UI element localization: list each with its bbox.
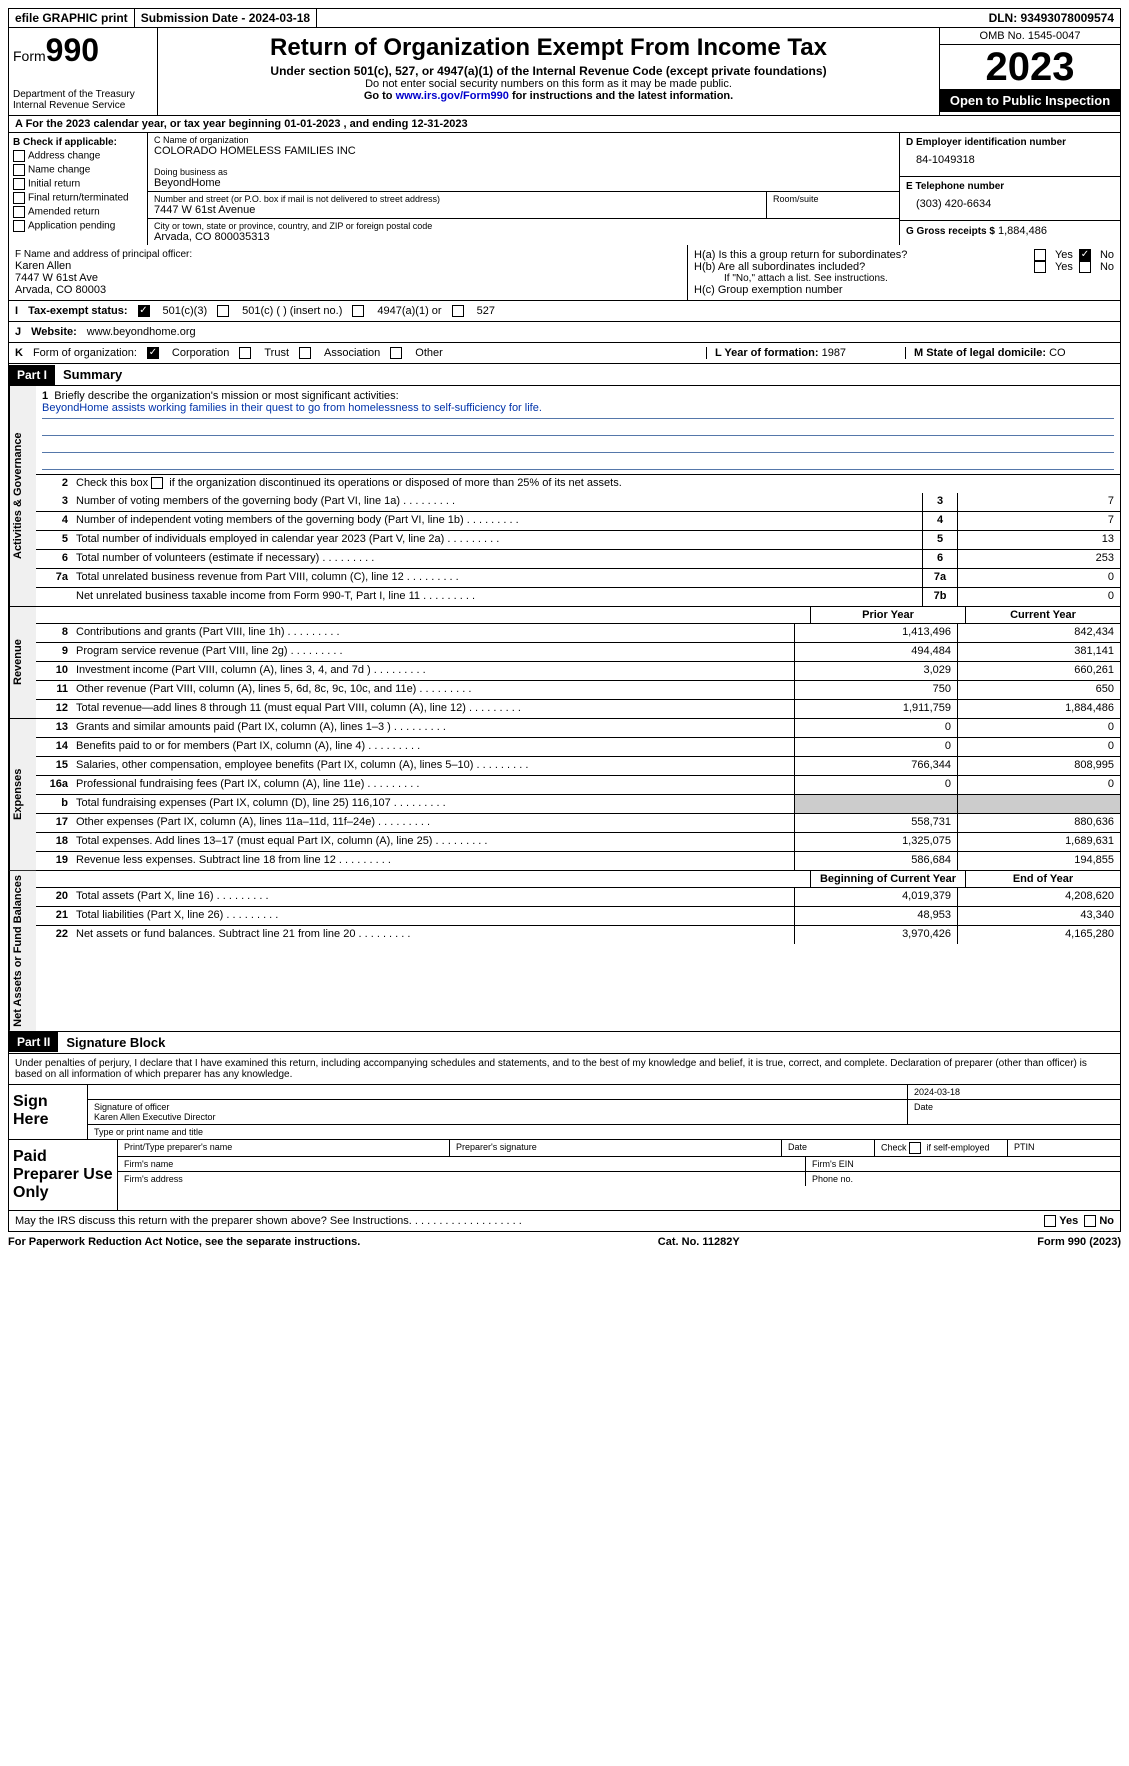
box-f-h: F Name and address of principal officer:… bbox=[8, 245, 1121, 301]
table-row: 3Number of voting members of the governi… bbox=[36, 493, 1120, 512]
table-row: 7aTotal unrelated business revenue from … bbox=[36, 569, 1120, 588]
website-url: www.beyondhome.org bbox=[87, 326, 196, 338]
checkbox-corporation[interactable]: ✓ bbox=[147, 347, 159, 359]
checkbox-self-employed[interactable] bbox=[909, 1142, 921, 1154]
year-formation: 1987 bbox=[822, 347, 846, 359]
checkbox-trust[interactable] bbox=[239, 347, 251, 359]
table-row: 8Contributions and grants (Part VIII, li… bbox=[36, 624, 1120, 643]
table-row: 13Grants and similar amounts paid (Part … bbox=[36, 719, 1120, 738]
part1-header: Part I Summary bbox=[8, 364, 1121, 386]
org-name: COLORADO HOMELESS FAMILIES INC bbox=[154, 145, 893, 157]
table-row: 16aProfessional fundraising fees (Part I… bbox=[36, 776, 1120, 795]
table-row: 11Other revenue (Part VIII, column (A), … bbox=[36, 681, 1120, 700]
signature-block: Under penalties of perjury, I declare th… bbox=[8, 1054, 1121, 1211]
table-row: 15Salaries, other compensation, employee… bbox=[36, 757, 1120, 776]
irs-link[interactable]: www.irs.gov/Form990 bbox=[396, 90, 509, 102]
irs-discuss-row: May the IRS discuss this return with the… bbox=[8, 1211, 1121, 1232]
dln: DLN: 93493078009574 bbox=[983, 9, 1120, 27]
ein: 84-1049318 bbox=[906, 148, 1114, 172]
checkbox-501c3[interactable]: ✓ bbox=[138, 305, 150, 317]
checkbox-other[interactable] bbox=[390, 347, 402, 359]
table-row: 9Program service revenue (Part VIII, lin… bbox=[36, 643, 1120, 662]
summary-revenue: Revenue Prior Year Current Year 8Contrib… bbox=[8, 607, 1121, 719]
table-row: 6Total number of volunteers (estimate if… bbox=[36, 550, 1120, 569]
tax-status-row: I Tax-exempt status: ✓501(c)(3) 501(c) (… bbox=[8, 301, 1121, 322]
city-state-zip: Arvada, CO 800035313 bbox=[154, 231, 893, 243]
officer-signature: Karen Allen Executive Director bbox=[94, 1112, 216, 1122]
table-row: 19Revenue less expenses. Subtract line 1… bbox=[36, 852, 1120, 870]
table-row: 22Net assets or fund balances. Subtract … bbox=[36, 926, 1120, 944]
ssn-notice: Do not enter social security numbers on … bbox=[162, 78, 935, 90]
checkbox-discuss-no[interactable] bbox=[1084, 1215, 1096, 1227]
telephone: (303) 420-6634 bbox=[906, 192, 1114, 216]
sign-date: 2024-03-18 bbox=[908, 1085, 1120, 1099]
table-row: 18Total expenses. Add lines 13–17 (must … bbox=[36, 833, 1120, 852]
checkbox-app-pending[interactable] bbox=[13, 220, 25, 232]
checkbox-ha-yes[interactable] bbox=[1034, 249, 1046, 261]
street-address: 7447 W 61st Avenue bbox=[154, 204, 760, 216]
form-footer-label: Form 990 (2023) bbox=[1037, 1236, 1121, 1248]
summary-net-assets: Net Assets or Fund Balances Beginning of… bbox=[8, 871, 1121, 1032]
dept-label: Department of the Treasury Internal Reve… bbox=[13, 89, 153, 111]
checkbox-4947[interactable] bbox=[352, 305, 364, 317]
dba-name: BeyondHome bbox=[154, 177, 893, 189]
box-b: B Check if applicable: Address change Na… bbox=[9, 133, 148, 245]
checkbox-amended[interactable] bbox=[13, 206, 25, 218]
checkbox-final-return[interactable] bbox=[13, 192, 25, 204]
table-row: 12Total revenue—add lines 8 through 11 (… bbox=[36, 700, 1120, 718]
checkbox-address-change[interactable] bbox=[13, 150, 25, 162]
identification-grid: B Check if applicable: Address change Na… bbox=[8, 133, 1121, 245]
checkbox-527[interactable] bbox=[452, 305, 464, 317]
tax-year: 2023 bbox=[940, 45, 1120, 89]
omb-number: OMB No. 1545-0047 bbox=[940, 28, 1120, 45]
table-row: 14Benefits paid to or for members (Part … bbox=[36, 738, 1120, 757]
form-subtitle: Under section 501(c), 527, or 4947(a)(1)… bbox=[162, 64, 935, 78]
checkbox-hb-yes[interactable] bbox=[1034, 261, 1046, 273]
page-footer: For Paperwork Reduction Act Notice, see … bbox=[8, 1232, 1121, 1252]
table-row: Net unrelated business taxable income fr… bbox=[36, 588, 1120, 606]
table-row: 20Total assets (Part X, line 16)4,019,37… bbox=[36, 888, 1120, 907]
officer-name: Karen Allen bbox=[15, 260, 681, 272]
checkbox-association[interactable] bbox=[299, 347, 311, 359]
checkbox-name-change[interactable] bbox=[13, 164, 25, 176]
checkbox-discuss-yes[interactable] bbox=[1044, 1215, 1056, 1227]
submission-date: Submission Date - 2024-03-18 bbox=[135, 9, 317, 27]
state-domicile: CO bbox=[1049, 347, 1066, 359]
checkbox-hb-no[interactable] bbox=[1079, 261, 1091, 273]
top-bar: efile GRAPHIC print Submission Date - 20… bbox=[8, 8, 1121, 28]
box-deg: D Employer identification number 84-1049… bbox=[899, 133, 1120, 245]
summary-governance: Activities & Governance 1 Briefly descri… bbox=[8, 386, 1121, 607]
table-row: 5Total number of individuals employed in… bbox=[36, 531, 1120, 550]
summary-expenses: Expenses 13Grants and similar amounts pa… bbox=[8, 719, 1121, 871]
instructions-link-line: Go to www.irs.gov/Form990 for instructio… bbox=[162, 90, 935, 102]
table-row: 4Number of independent voting members of… bbox=[36, 512, 1120, 531]
cat-number: Cat. No. 11282Y bbox=[658, 1236, 740, 1248]
table-row: 10Investment income (Part VIII, column (… bbox=[36, 662, 1120, 681]
form-number-block: Form990 bbox=[13, 32, 153, 69]
checkbox-discontinued[interactable] bbox=[151, 477, 163, 489]
form-title: Return of Organization Exempt From Incom… bbox=[162, 34, 935, 62]
checkbox-501c[interactable] bbox=[217, 305, 229, 317]
website-row: J Website: www.beyondhome.org bbox=[8, 322, 1121, 343]
line-a: A For the 2023 calendar year, or tax yea… bbox=[8, 116, 1121, 133]
table-row: 17Other expenses (Part IX, column (A), l… bbox=[36, 814, 1120, 833]
open-public-badge: Open to Public Inspection bbox=[940, 89, 1120, 112]
part2-header: Part II Signature Block bbox=[8, 1032, 1121, 1054]
line-k-row: K Form of organization: ✓Corporation Tru… bbox=[8, 343, 1121, 364]
table-row: 21Total liabilities (Part X, line 26)48,… bbox=[36, 907, 1120, 926]
gross-receipts: 1,884,486 bbox=[998, 225, 1047, 237]
form-header: Form990 Department of the Treasury Inter… bbox=[8, 28, 1121, 116]
mission-text: BeyondHome assists working families in t… bbox=[42, 402, 1114, 419]
efile-label: efile GRAPHIC print bbox=[9, 9, 135, 27]
table-row: bTotal fundraising expenses (Part IX, co… bbox=[36, 795, 1120, 814]
box-c: C Name of organization COLORADO HOMELESS… bbox=[148, 133, 899, 245]
checkbox-initial-return[interactable] bbox=[13, 178, 25, 190]
checkbox-ha-no[interactable]: ✓ bbox=[1079, 249, 1091, 261]
